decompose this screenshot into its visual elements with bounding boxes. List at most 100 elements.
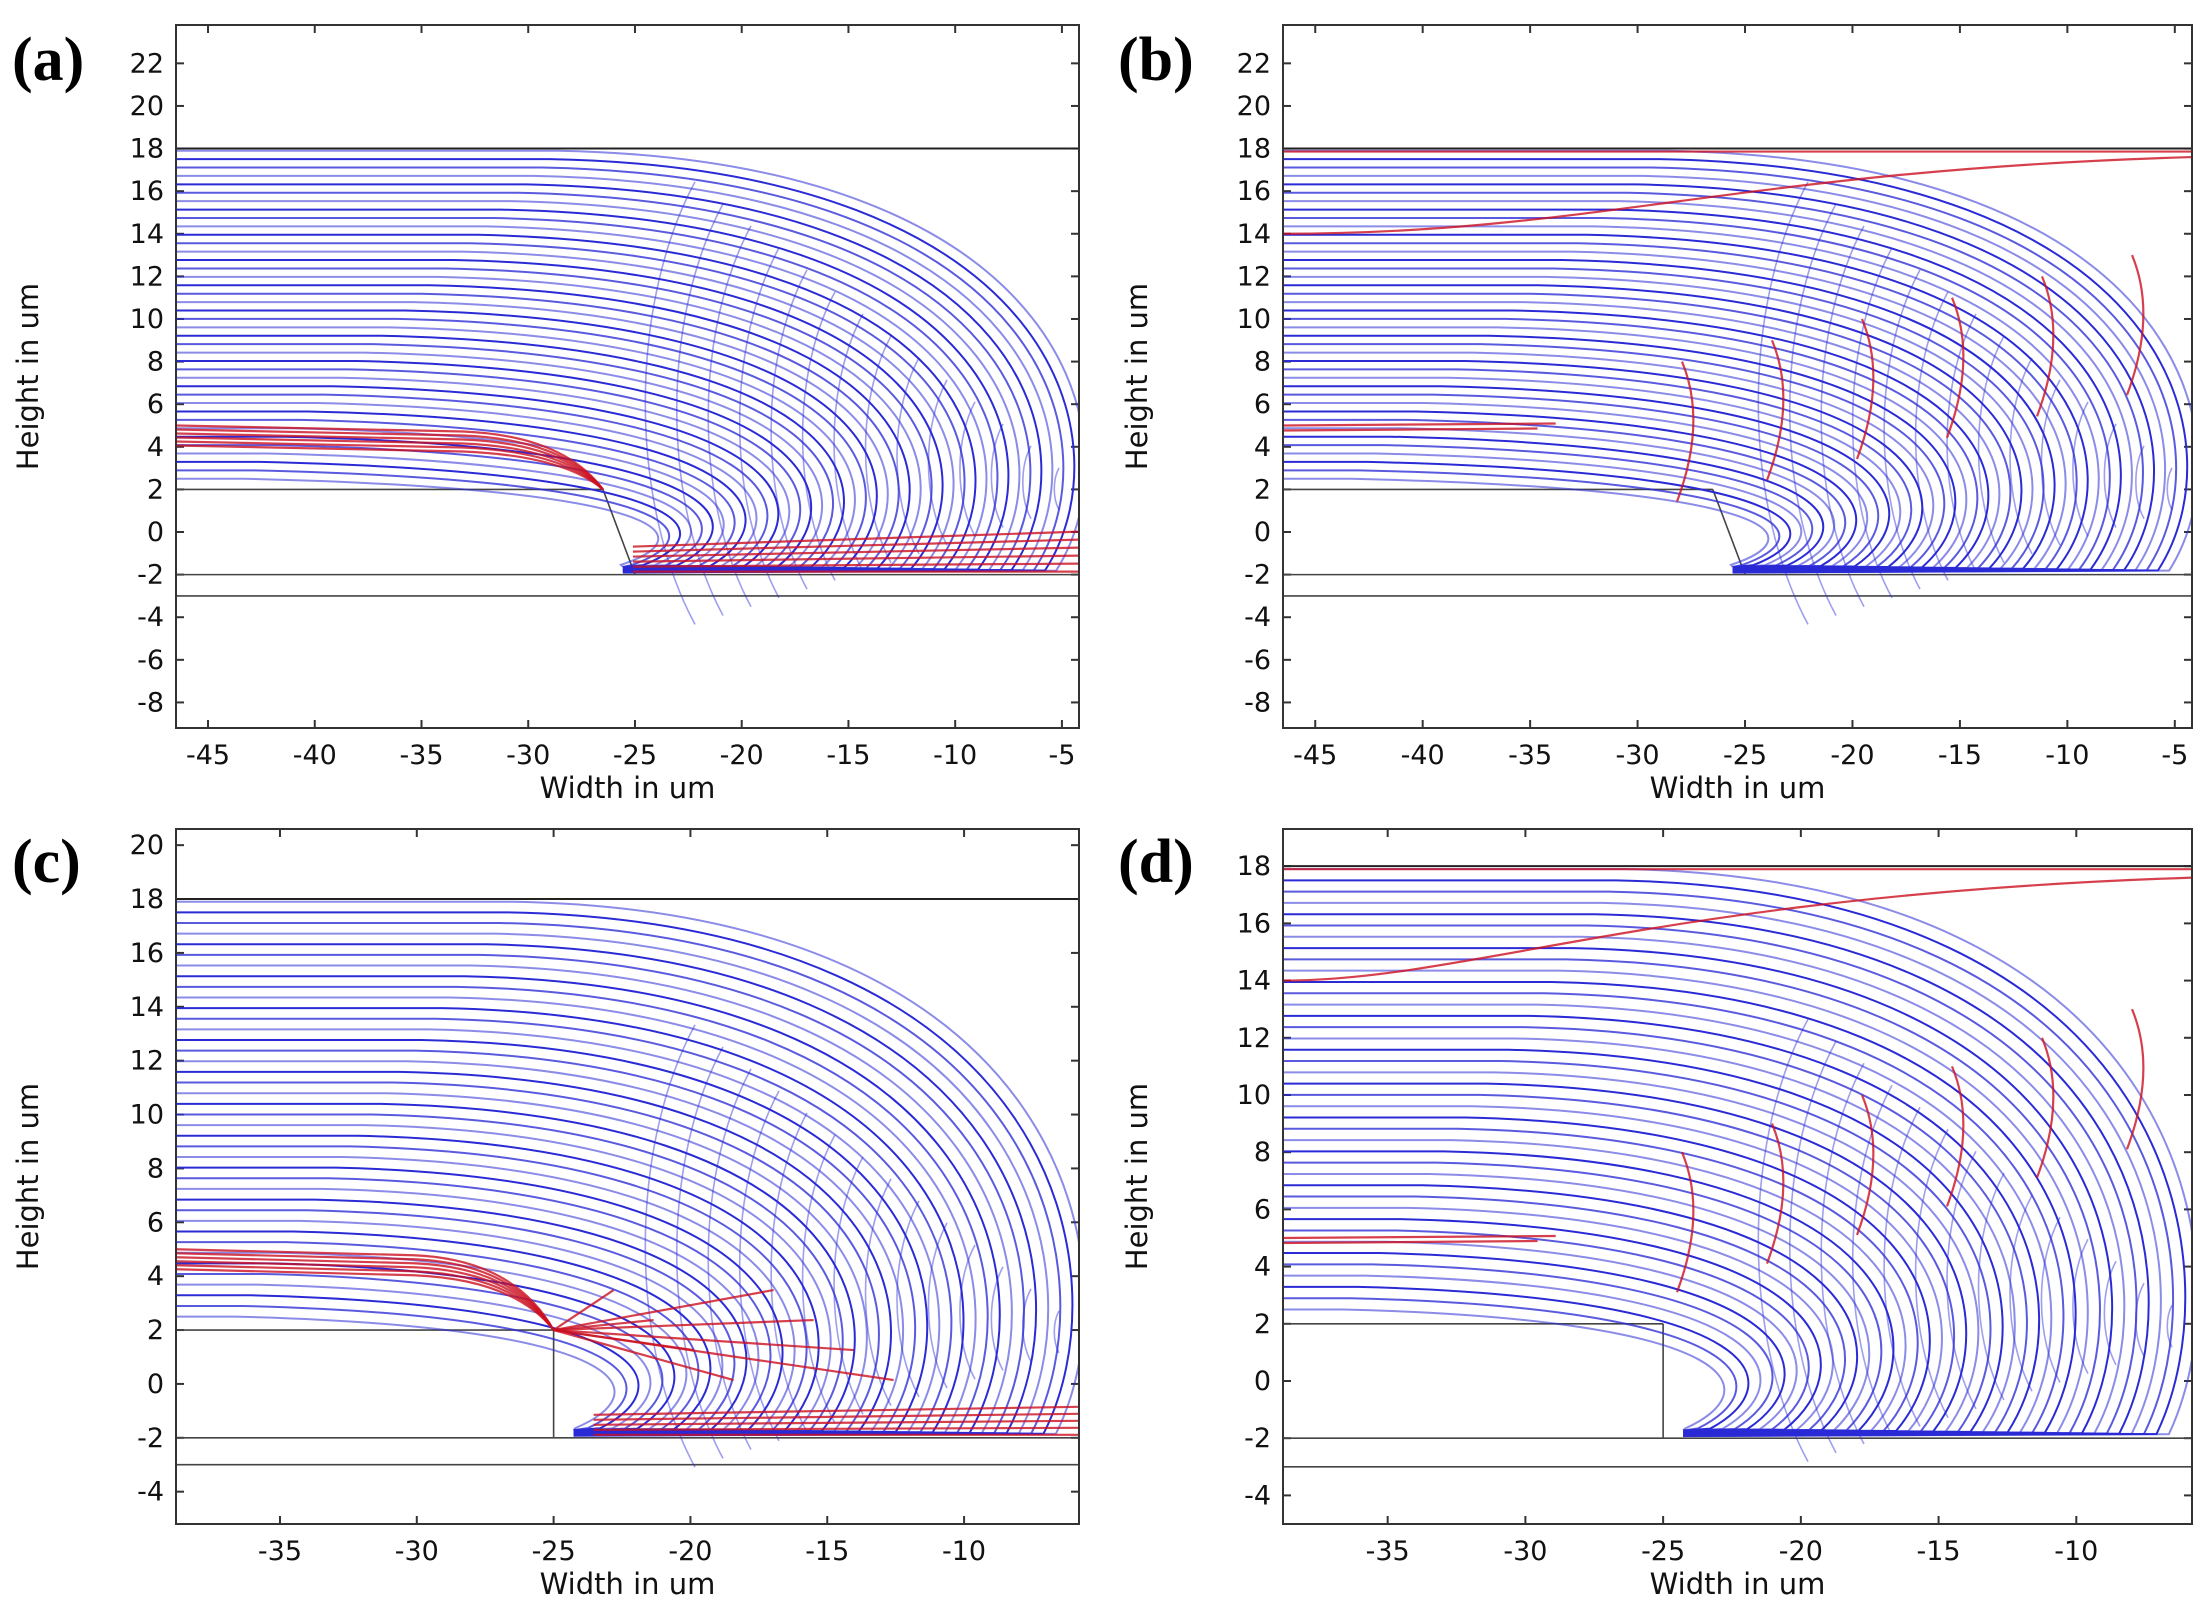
blue-streamline [176, 911, 1074, 1437]
blue-arc [896, 1200, 920, 1398]
blue-streamline [176, 1273, 664, 1432]
blue-streamline [176, 208, 1010, 573]
blue-streamline [1283, 393, 1880, 570]
blue-streamline [1283, 292, 2012, 572]
blue-streamline [1283, 935, 2126, 1437]
blue-streamline [1283, 1060, 1992, 1435]
blue-streamline [1283, 1139, 1907, 1434]
y-tick-label: 2 [1254, 474, 1271, 505]
blue-streamline [1283, 317, 1979, 571]
red-streamline [1283, 876, 2192, 982]
blue-arc [1851, 1084, 1893, 1436]
blue-streamline [176, 1209, 736, 1433]
blue-streamline [176, 1039, 929, 1435]
blue-streamline [1283, 259, 2056, 572]
y-axis-title: Height in um [1120, 283, 1154, 470]
panel-label: (d) [1118, 828, 1194, 896]
x-tick-label: -25 [1641, 1536, 1685, 1567]
blue-arc [801, 291, 836, 581]
red-streamline [176, 444, 604, 491]
streamlines [176, 900, 1079, 1468]
red-streamline [1855, 1094, 1875, 1236]
y-tick-label: -4 [137, 602, 164, 633]
step-face [1712, 489, 1746, 575]
blue-streamline [1283, 1240, 1798, 1433]
y-tick-label: 12 [1237, 261, 1271, 292]
blue-streamline [176, 1060, 904, 1435]
blue-streamline [176, 477, 660, 568]
blue-streamline [1283, 267, 2045, 572]
blue-streamline [1283, 343, 1946, 571]
blue-streamline [176, 1145, 808, 1434]
panel-label: (c) [12, 828, 81, 896]
blue-arc [2040, 1216, 2061, 1383]
blue-streamline [176, 1007, 965, 1436]
blue-arc [2135, 445, 2145, 520]
red-streamline [1283, 1234, 1556, 1240]
y-tick-label: -2 [1244, 560, 1271, 591]
blue-streamline [176, 1262, 676, 1432]
plot-frame [1282, 24, 2193, 729]
blue-streamline [176, 1187, 760, 1433]
y-tick-label: 10 [1237, 304, 1271, 335]
blue-streamline [176, 301, 889, 571]
blue-streamline [176, 1166, 784, 1434]
y-tick-label: 6 [147, 1207, 164, 1238]
blue-streamline [1283, 334, 1957, 571]
blue-arc [2040, 379, 2061, 546]
blue-arc [2135, 1282, 2145, 1357]
y-tick-label: 6 [1254, 389, 1271, 420]
blue-streamline [176, 250, 955, 572]
blue-arc [770, 269, 808, 590]
blue-streamline [1283, 191, 2144, 573]
blue-streamline [1283, 326, 1968, 571]
red-streamline [1945, 297, 1965, 439]
blue-arc [2103, 1260, 2117, 1366]
x-tick-label: -25 [613, 740, 657, 771]
blue-streamline [1283, 1218, 1822, 1433]
blue-arc [1977, 1172, 2005, 1401]
plot-frame [1282, 828, 2193, 1525]
x-tick-label: -35 [399, 740, 443, 771]
red-streamline [553, 1328, 894, 1382]
blue-arc [2072, 1238, 2089, 1375]
x-tick-label: -15 [1917, 1536, 1961, 1567]
x-tick-label: -35 [1508, 740, 1552, 771]
x-tick-label: -30 [506, 740, 550, 771]
x-tick-label: -25 [1723, 740, 1767, 771]
y-tick-label: 16 [130, 176, 164, 207]
blue-streamline [1283, 1195, 1846, 1433]
blue-streamline [1283, 410, 1858, 569]
red-streamline [2125, 254, 2145, 396]
blue-arc [1851, 247, 1893, 599]
blue-streamline [1283, 879, 2187, 1438]
blue-streamline [176, 393, 769, 570]
y-tick-label: 0 [1254, 1366, 1271, 1397]
blue-streamline [1283, 1026, 2028, 1436]
blue-streamline [1283, 969, 2089, 1436]
x-tick-label: -5 [1048, 740, 1075, 771]
red-streamline [632, 562, 1079, 568]
blue-streamline [176, 1028, 941, 1435]
blue-streamline [176, 985, 989, 1436]
blue-arc [1914, 291, 1949, 581]
blue-streamline [176, 953, 1025, 1437]
blue-arc [2009, 1194, 2033, 1392]
blue-streamline [1283, 183, 2155, 573]
blue-streamline [1283, 1229, 1810, 1433]
blue-arc [1914, 1128, 1949, 1419]
panel-label: (a) [12, 26, 84, 94]
blue-arc [2166, 1304, 2173, 1348]
x-tick-label: -20 [720, 740, 764, 771]
blue-streamline [1283, 992, 2065, 1436]
blue-streamline [1283, 1285, 1750, 1432]
blue-streamline [1283, 1308, 1726, 1432]
blue-arc [707, 1068, 752, 1450]
blue-streamline [176, 1017, 953, 1436]
blue-arc [833, 1156, 864, 1415]
blue-arc [1977, 335, 2005, 564]
red-streamline [1283, 427, 1538, 432]
red-streamline [1765, 339, 1785, 481]
blue-arc [1883, 1106, 1921, 1427]
blue-streamline [176, 376, 791, 570]
